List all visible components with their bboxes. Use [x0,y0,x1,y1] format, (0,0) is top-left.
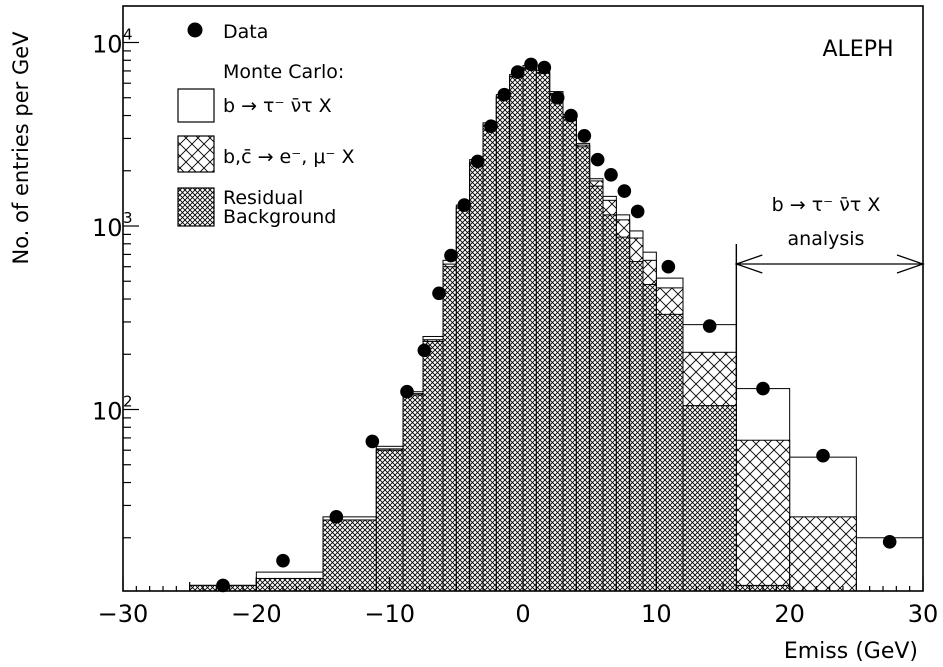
x-tick-label: 20 [774,600,805,628]
legend-residual-label-line2: Background [223,206,336,228]
y-axis-label: No. of entries per GeV [9,31,33,265]
y-tick-label: 10 [92,31,123,59]
legend-data-label: Data [223,21,268,43]
data-point [510,65,525,79]
x-tick-label: 30 [908,600,939,628]
legend-bc-label: b,c̄ → e⁻, μ⁻ X [223,146,355,168]
data-points-layer [216,57,897,593]
analysis-arrowhead-right [896,254,925,274]
bar-b-c-e-x [735,439,791,592]
bar-residual-background [522,68,537,592]
data-point [457,198,472,212]
x-axis-label: Emiss (GeV) [784,639,918,664]
data-point [484,119,498,133]
data-point [630,204,645,219]
bar-residual-background [402,394,424,592]
bar-residual-background [562,117,577,592]
data-point [577,129,592,143]
legend-mc-header: Monte Carlo: [223,61,344,83]
legend-signal-swatch [177,88,215,123]
legend-residual-label-line1: Residual [223,187,303,209]
data-point [702,319,717,333]
legend: Data Monte Carlo: b → τ⁻ ν̄τ X b,c̄ → e⁻… [177,21,355,228]
histogram-layer [189,64,924,592]
x-tick-label: −20 [231,600,282,628]
bar-residual-background [509,76,524,592]
data-point [564,108,578,123]
analysis-arrowhead-left [734,254,763,274]
bar-residual-background [482,125,497,592]
data-point [617,184,632,198]
data-point [882,535,897,549]
bar-residual-background [575,146,591,592]
analysis-annotation: b → τ⁻ ν̄τ X analysis [734,194,925,400]
bar-residual-background [682,405,737,592]
bar-residual-background [629,261,644,592]
bar-residual-background [602,214,617,592]
data-point [417,343,432,358]
bar-residual-background [255,577,324,592]
bar-residual-background [549,94,564,592]
x-axis-ticks: −30 −20 −10 0 10 20 30 [98,577,939,628]
y-tick-exponent: 4 [123,26,133,44]
bar-residual-background [322,519,377,592]
legend-bc-swatch [177,135,215,173]
bar-residual-background [375,449,404,592]
y-tick-label: 10 [92,398,123,426]
bar-residual-background [642,283,657,592]
data-point [550,90,565,105]
analysis-annotation-line2: analysis [788,228,865,250]
data-point [524,57,538,72]
legend-residual-swatch [177,187,215,227]
data-point [470,154,485,169]
bar-residual-background [455,207,471,592]
bar-residual-background [422,340,444,592]
bar-residual-background [442,266,457,592]
data-point [365,434,380,449]
bar-residual-background [469,162,484,592]
experiment-label: ALEPH [822,37,893,62]
data-point [816,448,830,463]
data-point [590,152,605,167]
y-tick-exponent: 3 [123,209,133,227]
bar-residual-background [655,313,684,592]
legend-signal-label: b → τ⁻ ν̄τ X [223,95,332,117]
analysis-annotation-line1: b → τ⁻ ν̄τ X [772,194,881,216]
bar-residual-background [495,97,511,592]
data-point [444,248,458,263]
data-point [329,510,344,524]
data-point [216,578,230,593]
bar-residual-background [589,185,604,592]
data-point [432,286,446,301]
data-point [756,381,770,396]
data-point [604,168,618,182]
bar-residual-background [535,72,551,592]
bar-b-c-e-x [789,516,857,592]
data-point [276,553,290,568]
y-tick-label: 10 [92,214,123,242]
data-point [661,259,676,274]
y-tick-exponent: 2 [123,393,133,411]
data-point [400,384,414,399]
data-point [537,60,552,75]
x-tick-label: 0 [515,600,530,628]
x-tick-label: −10 [364,600,415,628]
x-tick-label: 10 [641,600,672,628]
legend-data-marker [187,22,203,38]
bar-residual-background [615,236,631,592]
x-tick-label: −30 [98,600,149,628]
data-point [497,87,512,102]
